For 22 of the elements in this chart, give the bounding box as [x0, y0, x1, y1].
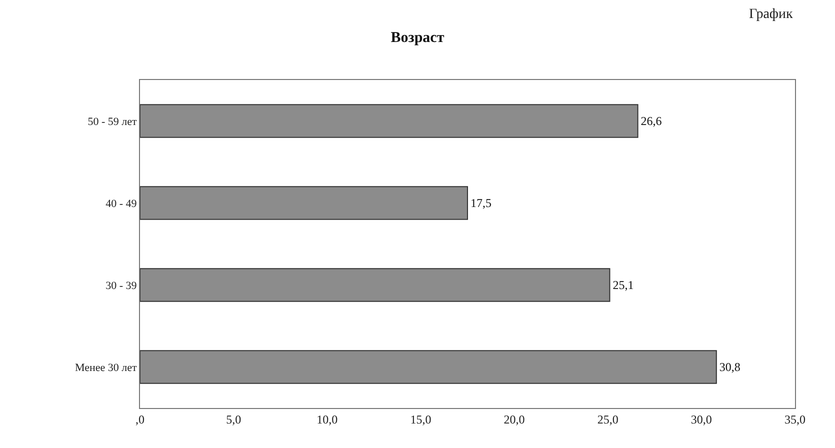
x-tick-label: 25,0: [597, 412, 618, 426]
y-tick-label: 50 - 59 лет: [88, 116, 137, 128]
data-label: 17,5: [470, 196, 492, 210]
bar: [140, 104, 638, 138]
bar: [140, 268, 610, 302]
chart-title: Возраст: [390, 30, 445, 46]
x-tick-label: 30,0: [690, 412, 712, 426]
data-label: 26,6: [640, 114, 662, 128]
data-label: 30,8: [719, 360, 740, 374]
x-tick-label: ,0: [136, 412, 144, 426]
x-tick-label: 5,0: [226, 412, 242, 426]
y-tick-label: Менее 30 лет: [74, 362, 137, 374]
x-tick-label: 35,0: [784, 412, 806, 426]
bar: [140, 186, 468, 220]
data-label: 25,1: [612, 278, 634, 292]
text: График: [749, 7, 793, 22]
x-tick-label: 15,0: [410, 412, 432, 426]
x-tick-label: 10,0: [316, 412, 338, 426]
x-tick-label: 20,0: [504, 412, 525, 426]
y-tick-label: 30 - 39: [106, 280, 138, 292]
bar: [140, 350, 717, 384]
y-tick-label: 40 - 49: [106, 198, 138, 210]
